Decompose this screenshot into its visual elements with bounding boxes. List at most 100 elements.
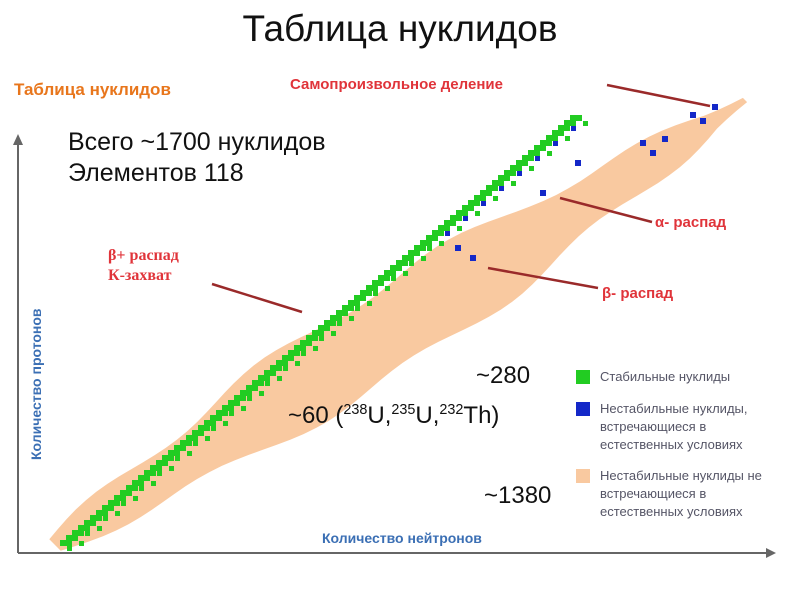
natural-count: ~60 (238U,235U,232Th)	[288, 402, 499, 430]
stable-nuclide-cell	[84, 520, 90, 526]
stable-nuclide-cell	[330, 320, 336, 326]
stable-nuclide-cell	[240, 390, 246, 396]
natural-nuclide-cell	[700, 118, 706, 124]
nuclide-cell	[283, 366, 288, 371]
nuclide-cell	[427, 246, 432, 251]
x-axis-label: Количество нейтронов	[322, 530, 482, 546]
stable-nuclide-cell	[300, 340, 306, 346]
stable-nuclide-cell	[186, 440, 192, 446]
stable-nuclide-cell	[336, 315, 342, 321]
stable-nuclide-cell	[354, 300, 360, 306]
nuclide-cell	[259, 391, 264, 396]
stable-nuclide-cell	[372, 285, 378, 291]
y-axis-arrow-icon	[13, 134, 23, 145]
stable-nuclide-cell	[150, 470, 156, 476]
fission-pointer	[606, 83, 711, 108]
stable-nuclide-cell	[576, 115, 582, 121]
stable-nuclide-cell	[264, 375, 270, 381]
total-nuclides: Всего ~1700 нуклидов	[68, 128, 326, 156]
nuclide-cell	[367, 301, 372, 306]
stable-nuclide-cell	[276, 360, 282, 366]
nuclide-cell	[175, 456, 180, 461]
unstable-band	[49, 97, 748, 551]
legend-item-unstable: Нестабильные нуклиды не встречающиеся в …	[600, 467, 762, 521]
stable-nuclide-cell	[360, 295, 366, 301]
stable-nuclide-cell	[222, 410, 228, 416]
stable-nuclide-cell	[450, 220, 456, 226]
nuclide-cell	[583, 121, 588, 126]
stable-nuclide-cell	[102, 505, 108, 511]
stable-nuclide-cell	[216, 410, 222, 416]
stable-nuclide-cell	[348, 305, 354, 311]
nuclide-cell	[277, 376, 282, 381]
stable-nuclide-cell	[132, 480, 138, 486]
stable-nuclide-cell	[234, 395, 240, 401]
stable-nuclide-cell	[90, 515, 96, 521]
stable-nuclide-cell	[126, 485, 132, 491]
stable-nuclide-cell	[60, 540, 66, 546]
nuclide-cell	[493, 196, 498, 201]
stable-nuclide-cell	[78, 525, 84, 531]
nuclide-cell	[475, 211, 480, 216]
stable-nuclide-cell	[444, 220, 450, 226]
nuclide-cell	[79, 541, 84, 546]
natural-nuclide-cell	[690, 112, 696, 118]
beta-plus-pointer	[211, 282, 303, 314]
stable-nuclide-cell	[348, 300, 354, 306]
stable-nuclide-cell	[438, 225, 444, 231]
stable-nuclide-cell	[312, 330, 318, 336]
legend-swatch-unstable	[576, 469, 590, 483]
natural-nuclide-cell	[540, 190, 546, 196]
nuclide-cell	[85, 531, 90, 536]
nuclide-cell	[403, 271, 408, 276]
nuclide-cell	[463, 216, 468, 221]
nuclide-cell	[349, 316, 354, 321]
nuclide-cell	[313, 346, 318, 351]
stable-nuclide-cell	[474, 200, 480, 206]
legend-line: встречающиеся в	[600, 486, 707, 501]
nuclide-cell	[535, 156, 540, 161]
nuclide-cell	[529, 166, 534, 171]
stable-nuclide-cell	[402, 260, 408, 266]
slide-title: Таблица нуклидов	[242, 8, 558, 49]
stable-nuclide-cell	[342, 310, 348, 316]
stable-nuclide-cell	[84, 525, 90, 531]
stable-nuclide-cell	[138, 475, 144, 481]
unstable-band-area	[49, 97, 748, 551]
stable-nuclide-cell	[156, 465, 162, 471]
stable-nuclide-cell	[300, 345, 306, 351]
nuclide-cell	[157, 471, 162, 476]
stable-nuclide-cell	[108, 505, 114, 511]
stable-nuclide-cell	[294, 345, 300, 351]
fission-label: Самопроизвольное деление	[290, 76, 503, 93]
nuclide-cell	[241, 406, 246, 411]
legend-line: Нестабильные нуклиды не	[600, 468, 762, 483]
stable-nuclide-cell	[162, 460, 168, 466]
stable-nuclide-cell	[318, 330, 324, 336]
stable-nuclide-cell	[294, 350, 300, 356]
nuclide-cell	[511, 181, 516, 186]
stable-nuclide-cell	[468, 200, 474, 206]
stable-nuclide-cell	[516, 160, 522, 166]
stable-nuclide-cell	[270, 370, 276, 376]
stable-nuclide-cell	[288, 355, 294, 361]
stable-nuclide-cell	[282, 355, 288, 361]
nuclide-cell	[67, 546, 72, 551]
u235-symbol: U,	[415, 402, 440, 429]
nuclide-cell	[205, 436, 210, 441]
stable-nuclide-cell	[252, 380, 258, 386]
alpha-label: α- распад	[655, 214, 727, 231]
stable-nuclide-cell	[312, 335, 318, 341]
stable-nuclide-cell	[72, 535, 78, 541]
stable-nuclide-cell	[180, 445, 186, 451]
nuclide-cell	[247, 396, 252, 401]
stable-nuclide-cell	[504, 175, 510, 181]
natural-nuclide-cell	[470, 255, 476, 261]
legend-item-stable: Стабильные нуклиды	[600, 368, 730, 386]
legend-line: встречающиеся в	[600, 419, 707, 434]
stable-nuclide-cell	[390, 270, 396, 276]
stable-nuclide-cell	[504, 170, 510, 176]
u235-mass: 235	[391, 402, 416, 418]
nuclide-cell	[571, 126, 576, 131]
